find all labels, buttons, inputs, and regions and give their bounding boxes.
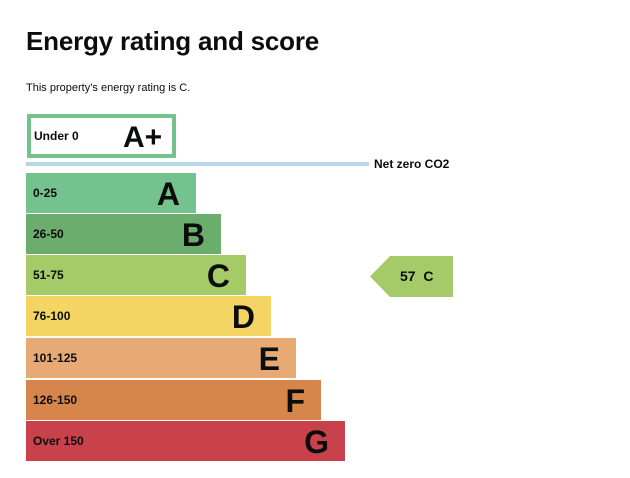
band-d: 76-100 D: [26, 296, 271, 336]
current-score: 57: [400, 268, 416, 284]
page-title: Energy rating and score: [26, 26, 320, 56]
band-a: 0-25 A: [26, 173, 196, 213]
band-g: Over 150 G: [26, 421, 345, 461]
band-b-range: 26-50: [33, 227, 64, 241]
band-f: 126-150 F: [26, 380, 321, 420]
band-d-letter: D: [231, 299, 255, 335]
current-rating-marker: 57 C: [370, 256, 453, 297]
band-c: 51-75 C: [26, 255, 246, 295]
net-zero-label: Net zero CO2: [374, 157, 450, 171]
band-a-plus-letter: A+: [123, 121, 163, 154]
band-e-letter: E: [258, 341, 280, 377]
band-a-letter: A: [156, 176, 180, 212]
rating-summary: This property’s energy rating is C.: [26, 82, 191, 94]
current-letter: C: [423, 268, 434, 284]
net-zero-divider: [26, 162, 369, 166]
current-rating-arrow: [370, 256, 453, 297]
band-f-letter: F: [285, 383, 305, 419]
band-f-range: 126-150: [33, 393, 78, 407]
current-rating-text: 57 C: [400, 256, 433, 297]
band-d-range: 76-100: [33, 309, 71, 323]
band-a-range: 0-25: [33, 186, 58, 200]
band-a-plus-range: Under 0: [34, 129, 79, 143]
band-b: 26-50 B: [26, 214, 221, 254]
band-g-letter: G: [304, 424, 329, 460]
band-a-plus: Under 0 A+: [27, 114, 176, 158]
band-e: 101-125 E: [26, 338, 296, 378]
band-e-range: 101-125: [33, 351, 78, 365]
band-b-letter: B: [181, 217, 205, 253]
band-c-letter: C: [206, 258, 230, 294]
band-g-range: Over 150: [33, 434, 84, 448]
band-c-range: 51-75: [33, 268, 64, 282]
